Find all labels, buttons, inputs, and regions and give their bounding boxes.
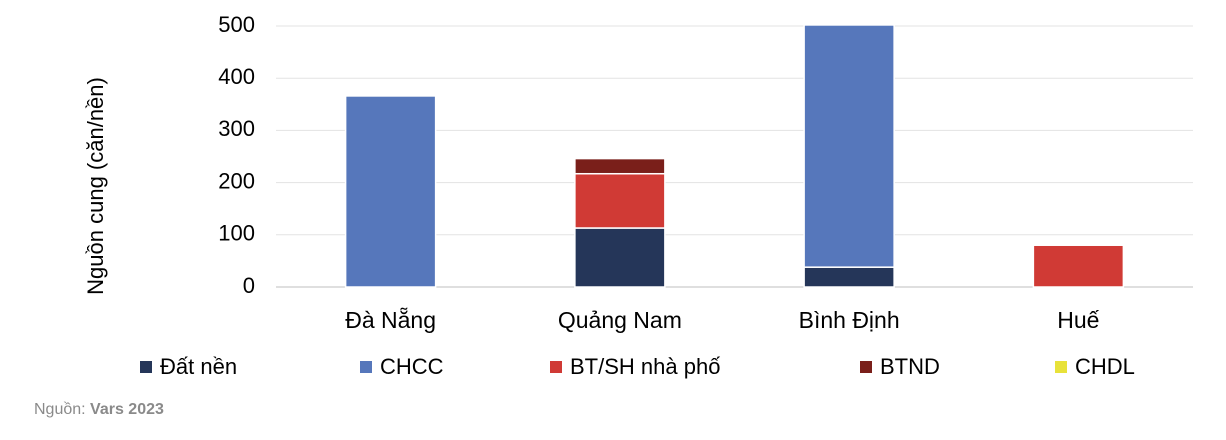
bar-segment — [574, 227, 666, 288]
y-tick-label: 300 — [218, 116, 255, 141]
legend-label: CHCC — [380, 354, 444, 379]
legend-label: Đất nền — [160, 354, 237, 379]
legend-label: BTND — [880, 354, 940, 379]
legend-swatch — [1055, 361, 1067, 373]
y-tick-label: 100 — [218, 221, 255, 246]
source-label: Nguồn: — [34, 401, 86, 418]
bar-segment — [1032, 244, 1125, 288]
x-tick-label: Quảng Nam — [558, 307, 682, 333]
y-tick-label: 500 — [218, 12, 255, 37]
legend-swatch — [550, 361, 562, 373]
y-axis-label: Nguồn cung (căn/nền) — [83, 77, 108, 295]
legend-label: BT/SH nhà phố — [570, 354, 720, 379]
legend-label: CHDL — [1075, 354, 1135, 379]
x-tick-label: Bình Định — [799, 307, 900, 333]
source-text: Vars 2023 — [90, 401, 164, 418]
legend-swatch — [140, 361, 152, 373]
bar-segment — [574, 157, 666, 175]
x-tick-label: Huế — [1057, 307, 1099, 333]
y-tick-label: 0 — [243, 273, 255, 298]
bar-segment — [803, 266, 895, 288]
source: Nguồn: Vars 2023 — [34, 401, 164, 418]
bar-segment — [344, 95, 437, 288]
legend-swatch — [860, 361, 872, 373]
legend-swatch — [360, 361, 372, 373]
y-tick-label: 200 — [218, 168, 255, 193]
bar-segment — [803, 24, 895, 268]
y-tick-label: 400 — [218, 64, 255, 89]
x-tick-label: Đà Nẵng — [345, 306, 436, 333]
bar-segment — [574, 172, 666, 229]
